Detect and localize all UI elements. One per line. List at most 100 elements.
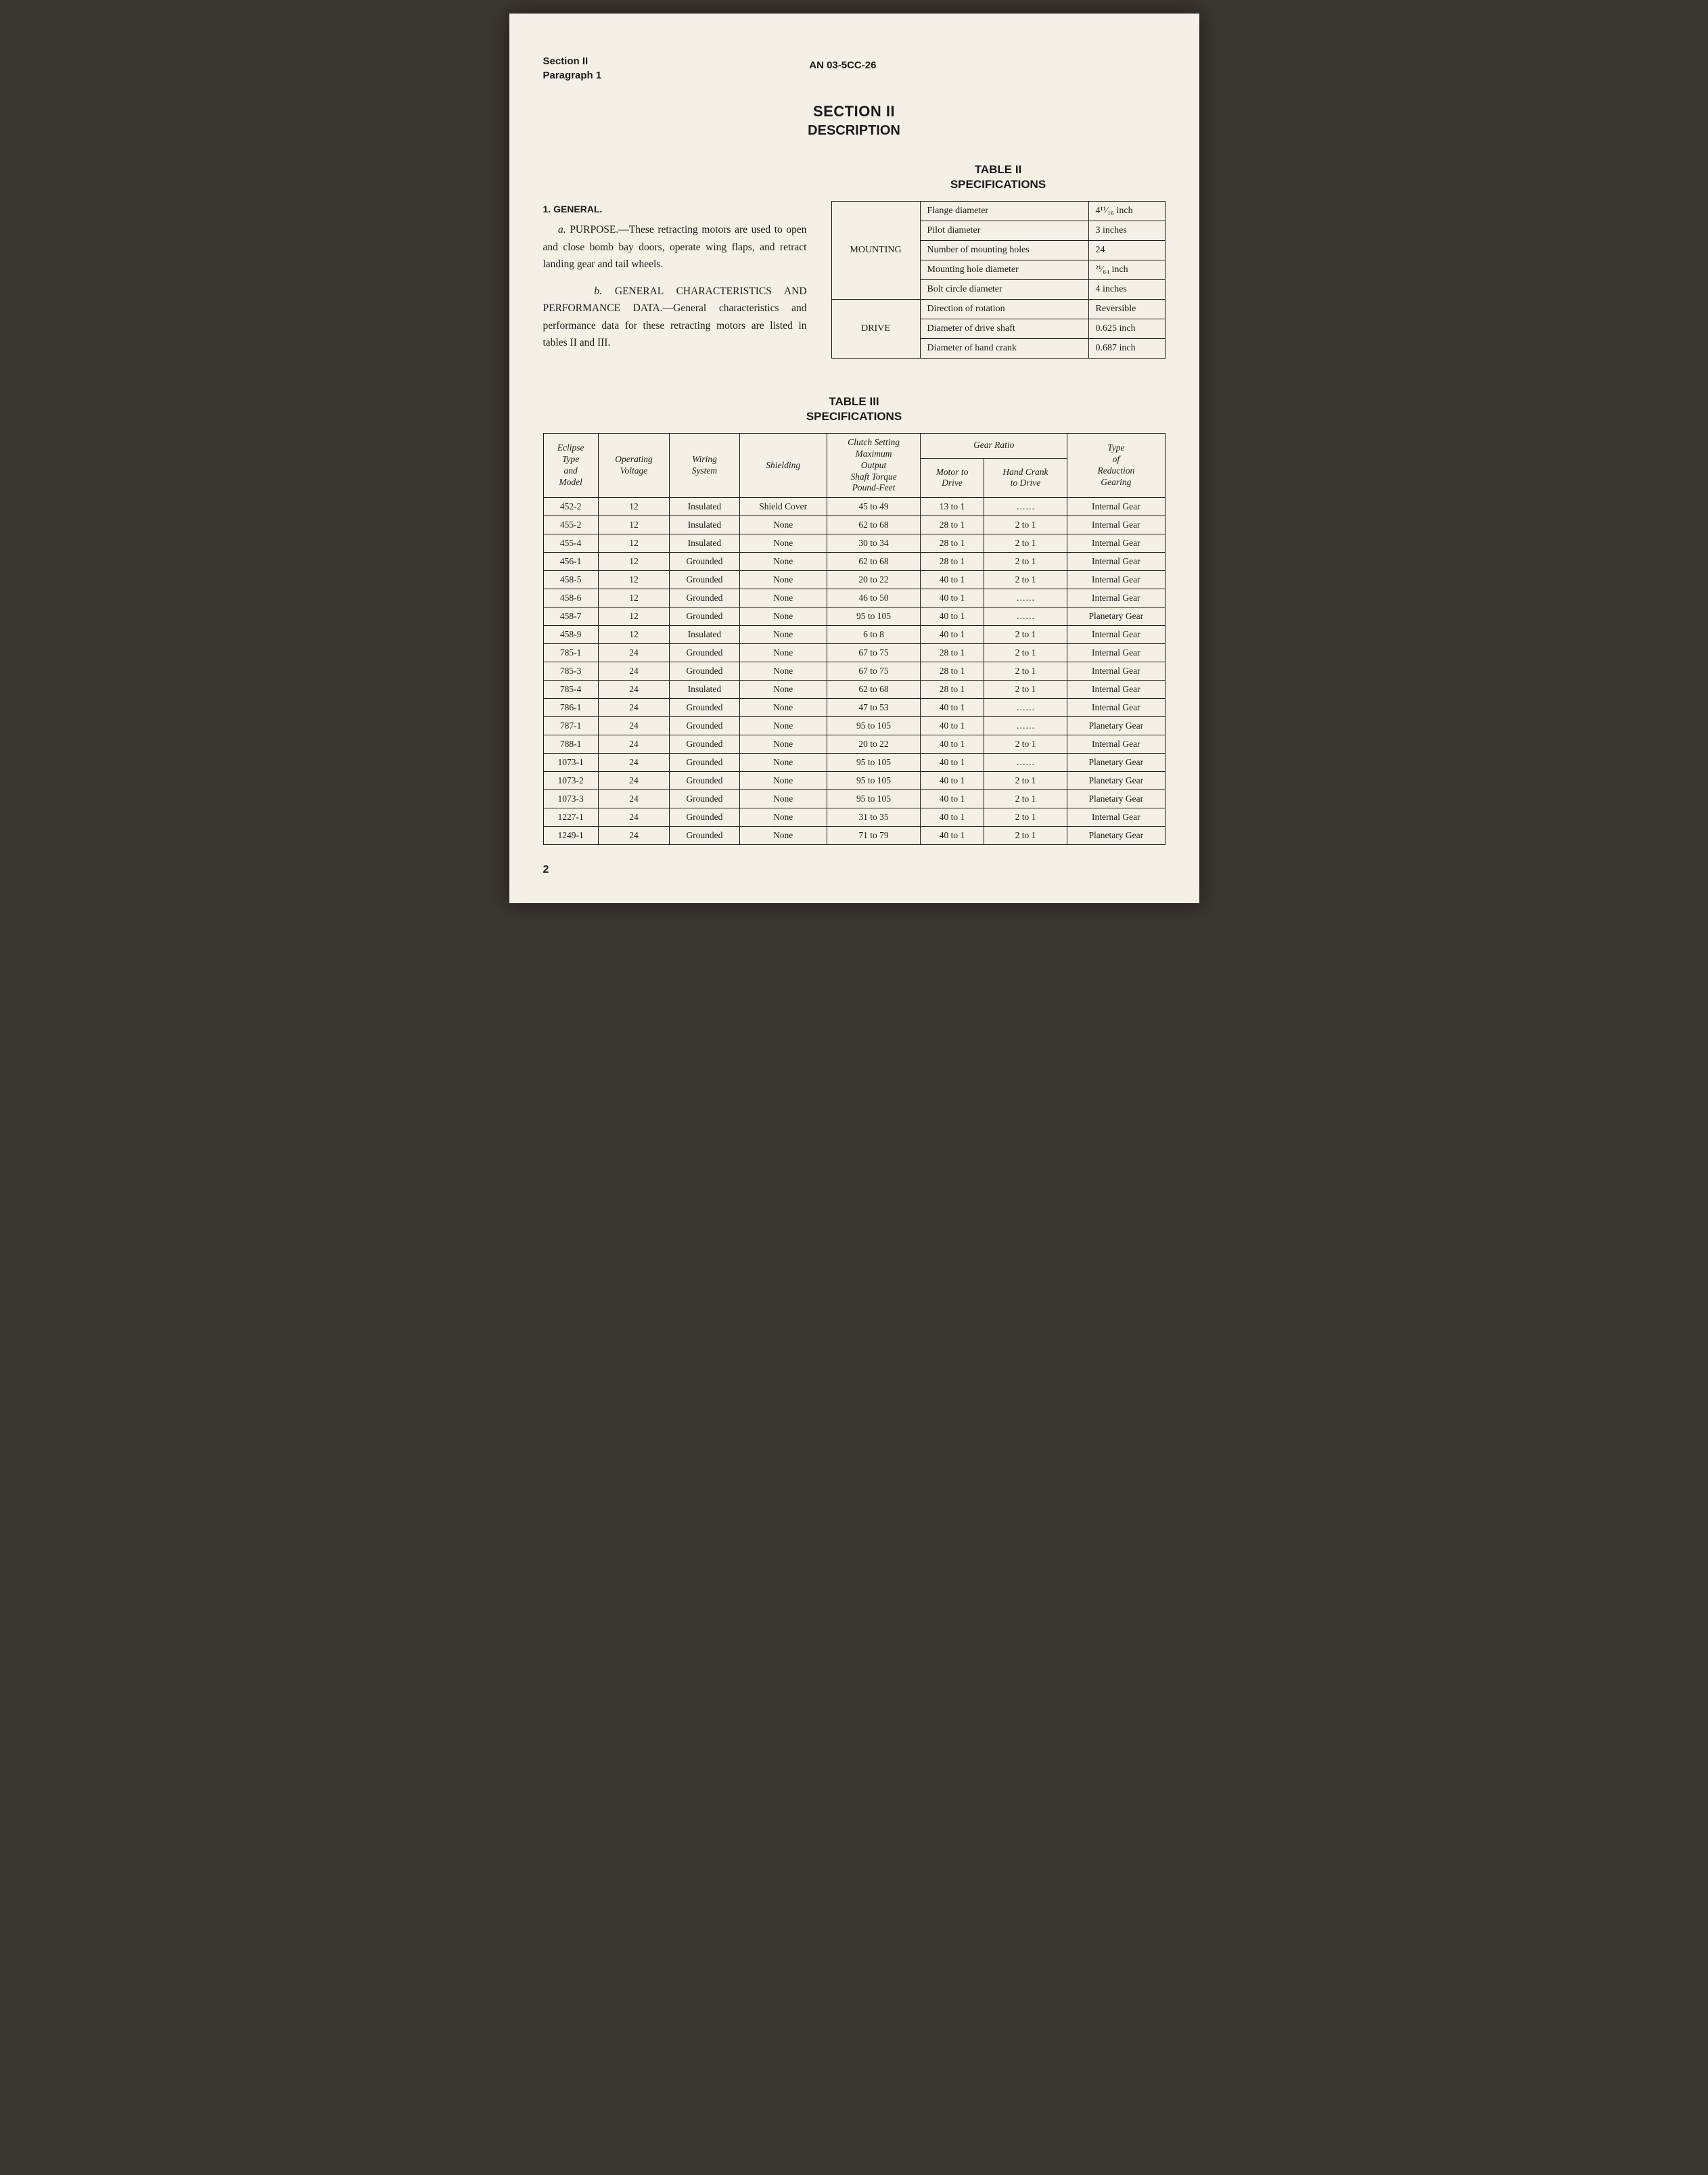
table3-cell-clutch: 67 to 75 <box>827 662 920 681</box>
table3-cell-wiring: Grounded <box>670 827 739 845</box>
paragraph-b: b. GENERAL CHARACTERISTICS AND PERFORMAN… <box>543 283 807 352</box>
table3-cell-reduction: Internal Gear <box>1067 626 1165 644</box>
table2-group-label: DRIVE <box>831 300 920 359</box>
table3-cell-model: 785-4 <box>543 681 598 699</box>
table3-cell-shielding: None <box>739 699 827 717</box>
table3-cell-motor: 40 to 1 <box>921 626 984 644</box>
table3-cell-wiring: Insulated <box>670 681 739 699</box>
table3-cell-clutch: 20 to 22 <box>827 571 920 589</box>
table3-cell-voltage: 24 <box>598 644 670 662</box>
table3-cell-wiring: Grounded <box>670 790 739 808</box>
table3-cell-reduction: Internal Gear <box>1067 699 1165 717</box>
table3-row: 456-112GroundedNone62 to 6828 to 12 to 1… <box>543 553 1165 571</box>
table3-cell-hand: 2 to 1 <box>984 772 1067 790</box>
table3-cell-hand: 2 to 1 <box>984 827 1067 845</box>
table3-cell-hand: 2 to 1 <box>984 790 1067 808</box>
table3-cell-wiring: Grounded <box>670 644 739 662</box>
table3-cell-reduction: Planetary Gear <box>1067 827 1165 845</box>
col-hand-crank: Hand Crankto Drive <box>984 458 1067 498</box>
table3-cell-clutch: 71 to 79 <box>827 827 920 845</box>
table3-row: 452-212InsulatedShield Cover45 to 4913 t… <box>543 498 1165 516</box>
table3-cell-motor: 40 to 1 <box>921 772 984 790</box>
table2-param-value: ²¹⁄₆₄ inch <box>1088 260 1165 280</box>
table3-cell-motor: 40 to 1 <box>921 790 984 808</box>
table3-cell-wiring: Grounded <box>670 735 739 754</box>
table3-cell-model: 788-1 <box>543 735 598 754</box>
table2-param-label: Diameter of hand crank <box>920 339 1088 359</box>
table2-subtitle: SPECIFICATIONS <box>831 178 1165 191</box>
table3-row: 785-424InsulatedNone62 to 6828 to 12 to … <box>543 681 1165 699</box>
table3-cell-shielding: None <box>739 589 827 608</box>
col-reduction: TypeofReductionGearing <box>1067 433 1165 497</box>
table2-param-value: 0.687 inch <box>1088 339 1165 359</box>
table2-param-label: Number of mounting holes <box>920 241 1088 260</box>
table3-cell-model: 458-7 <box>543 608 598 626</box>
table3-cell-reduction: Internal Gear <box>1067 498 1165 516</box>
table3-body: 452-212InsulatedShield Cover45 to 4913 t… <box>543 498 1165 845</box>
table3-row: 1249-124GroundedNone71 to 7940 to 12 to … <box>543 827 1165 845</box>
paragraph-a: a. PURPOSE.—These retracting motors are … <box>543 221 807 273</box>
table3-cell-reduction: Internal Gear <box>1067 735 1165 754</box>
table3-row: 455-212InsulatedNone62 to 6828 to 12 to … <box>543 516 1165 534</box>
table3-cell-wiring: Insulated <box>670 498 739 516</box>
table3-cell-clutch: 6 to 8 <box>827 626 920 644</box>
table3-cell-motor: 40 to 1 <box>921 735 984 754</box>
table3-cell-motor: 40 to 1 <box>921 808 984 827</box>
table3-cell-motor: 40 to 1 <box>921 827 984 845</box>
table3-cell-clutch: 47 to 53 <box>827 699 920 717</box>
table3-cell-clutch: 31 to 35 <box>827 808 920 827</box>
table2-row: MOUNTINGFlange diameter4¹¹⁄₁₆ inch <box>831 202 1165 221</box>
table3-cell-hand: 2 to 1 <box>984 735 1067 754</box>
table3-cell-clutch: 95 to 105 <box>827 754 920 772</box>
table3-cell-clutch: 62 to 68 <box>827 681 920 699</box>
doc-number: AN 03-5CC-26 <box>601 54 1084 71</box>
table3-cell-clutch: 62 to 68 <box>827 516 920 534</box>
table3-cell-shielding: None <box>739 735 827 754</box>
table3-row: 458-512GroundedNone20 to 2240 to 12 to 1… <box>543 571 1165 589</box>
table3-cell-hand: 2 to 1 <box>984 662 1067 681</box>
table3-cell-model: 1073-3 <box>543 790 598 808</box>
section-title: SECTION II <box>543 103 1165 120</box>
page-header: Section II Paragraph 1 AN 03-5CC-26 <box>543 54 1165 83</box>
table3-cell-motor: 40 to 1 <box>921 754 984 772</box>
table2-param-label: Bolt circle diameter <box>920 280 1088 300</box>
table3: EclipseTypeandModel OperatingVoltage Wir… <box>543 433 1165 845</box>
table3-cell-model: 1073-2 <box>543 772 598 790</box>
table3-row: 787-124GroundedNone95 to 10540 to 1……Pla… <box>543 717 1165 735</box>
table3-cell-clutch: 30 to 34 <box>827 534 920 553</box>
table3-cell-hand: 2 to 1 <box>984 534 1067 553</box>
table3-cell-voltage: 12 <box>598 516 670 534</box>
table3-cell-wiring: Grounded <box>670 608 739 626</box>
table3-row: 1227-124GroundedNone31 to 3540 to 12 to … <box>543 808 1165 827</box>
table3-cell-shielding: None <box>739 534 827 553</box>
table3-row: 785-324GroundedNone67 to 7528 to 12 to 1… <box>543 662 1165 681</box>
table3-cell-clutch: 95 to 105 <box>827 717 920 735</box>
table3-row: 788-124GroundedNone20 to 2240 to 12 to 1… <box>543 735 1165 754</box>
table3-cell-wiring: Grounded <box>670 699 739 717</box>
table2-param-value: 0.625 inch <box>1088 319 1165 339</box>
table3-cell-hand: 2 to 1 <box>984 644 1067 662</box>
table3-head: EclipseTypeandModel OperatingVoltage Wir… <box>543 433 1165 497</box>
para-a-title: PURPOSE. <box>570 224 618 235</box>
table2-param-label: Direction of rotation <box>920 300 1088 319</box>
table3-cell-voltage: 24 <box>598 754 670 772</box>
col-voltage: OperatingVoltage <box>598 433 670 497</box>
table3-cell-motor: 28 to 1 <box>921 681 984 699</box>
col-wiring: WiringSystem <box>670 433 739 497</box>
table3-cell-reduction: Internal Gear <box>1067 589 1165 608</box>
table3-cell-motor: 28 to 1 <box>921 534 984 553</box>
table3-cell-voltage: 12 <box>598 589 670 608</box>
table3-row: 1073-224GroundedNone95 to 10540 to 12 to… <box>543 772 1165 790</box>
table3-cell-model: 786-1 <box>543 699 598 717</box>
table3-cell-hand: 2 to 1 <box>984 571 1067 589</box>
table3-cell-hand: 2 to 1 <box>984 681 1067 699</box>
table3-cell-hand: 2 to 1 <box>984 808 1067 827</box>
table3-cell-shielding: None <box>739 681 827 699</box>
table3-row: 458-912InsulatedNone6 to 840 to 12 to 1I… <box>543 626 1165 644</box>
col-clutch: Clutch SettingMaximumOutputShaft TorqueP… <box>827 433 920 497</box>
table3-cell-model: 458-6 <box>543 589 598 608</box>
table3-cell-voltage: 24 <box>598 681 670 699</box>
page: Section II Paragraph 1 AN 03-5CC-26 SECT… <box>509 14 1199 903</box>
header-left: Section II Paragraph 1 <box>543 54 602 83</box>
table3-cell-reduction: Internal Gear <box>1067 516 1165 534</box>
